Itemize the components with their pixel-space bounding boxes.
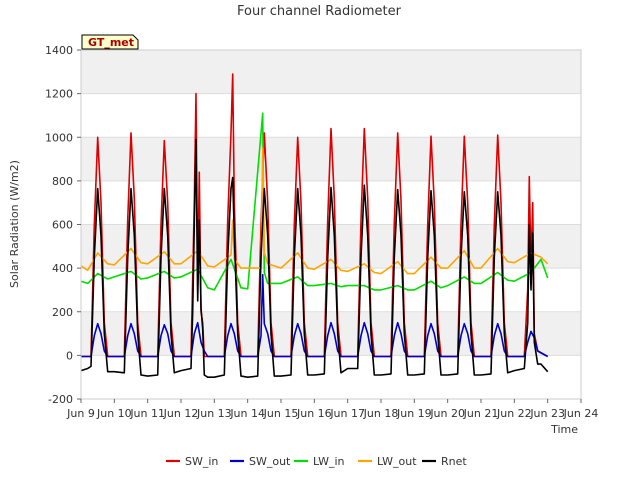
- chart-title: Four channel Radiometer: [237, 4, 402, 19]
- y-tick-label: 400: [52, 262, 73, 275]
- legend-item-lw-out: LW_out: [358, 455, 417, 468]
- legend-label: Rnet: [441, 455, 467, 468]
- x-tick-label: Jun 11: [129, 407, 165, 420]
- y-tick-label: 1200: [45, 88, 73, 101]
- x-tick-label: Jun 21: [463, 407, 499, 420]
- plot-band: [81, 50, 581, 94]
- gt-met-badge: GT_met: [81, 34, 139, 50]
- y-tick-label: 1400: [45, 44, 73, 57]
- legend: SW_in SW_out LW_in LW_out Rnet: [166, 455, 467, 468]
- x-tick-label: Jun 20: [429, 407, 465, 420]
- x-axis-label: Time: [550, 423, 578, 436]
- legend-item-sw-in: SW_in: [166, 455, 218, 468]
- x-tick-label: Jun 18: [363, 407, 399, 420]
- y-tick-label: 600: [52, 219, 73, 232]
- x-tick-label: Jun 19: [396, 407, 432, 420]
- x-tick-label: Jun 15: [263, 407, 299, 420]
- legend-label: LW_out: [377, 455, 417, 468]
- legend-item-sw-out: SW_out: [230, 455, 291, 468]
- legend-item-lw-in: LW_in: [294, 455, 345, 468]
- x-tick-label: Jun 22: [496, 407, 532, 420]
- y-tick-label: 1000: [45, 131, 73, 144]
- y-axis-ticks: -200 0 200 400 600 800 1000 1200 1400: [45, 44, 81, 406]
- y-tick-label: 200: [52, 306, 73, 319]
- plot-band: [81, 268, 581, 312]
- plot-band: [81, 224, 581, 269]
- x-tick-label: Jun 16: [296, 407, 332, 420]
- x-tick-label: Jun 24: [563, 407, 599, 420]
- legend-item-rnet: Rnet: [422, 455, 467, 468]
- plot-band: [81, 311, 581, 356]
- badge-label: GT_met: [88, 36, 134, 49]
- x-tick-label: Jun 14: [229, 407, 265, 420]
- y-tick-label: -200: [48, 393, 73, 406]
- plot-band: [81, 355, 581, 399]
- x-tick-label: Jun 10: [96, 407, 132, 420]
- legend-label: SW_out: [249, 455, 291, 468]
- x-tick-label: Jun 23: [529, 407, 565, 420]
- series-line-lw-in: [80, 112, 549, 291]
- x-tick-label: Jun 13: [196, 407, 232, 420]
- series-lines: [80, 73, 549, 379]
- x-tick-label: Jun 9: [66, 407, 95, 420]
- series-line-rnet: [80, 138, 549, 379]
- x-tick-label: Jun 17: [329, 407, 365, 420]
- y-axis-label: Solar Radiation (W/m2): [8, 160, 21, 288]
- badge-box: [81, 34, 139, 50]
- series-line-sw-out: [81, 273, 549, 358]
- x-tick-label: Jun 12: [163, 407, 199, 420]
- y-tick-label: 0: [66, 349, 73, 362]
- legend-label: SW_in: [185, 455, 218, 468]
- y-tick-label: 800: [52, 175, 73, 188]
- legend-label: LW_in: [313, 455, 345, 468]
